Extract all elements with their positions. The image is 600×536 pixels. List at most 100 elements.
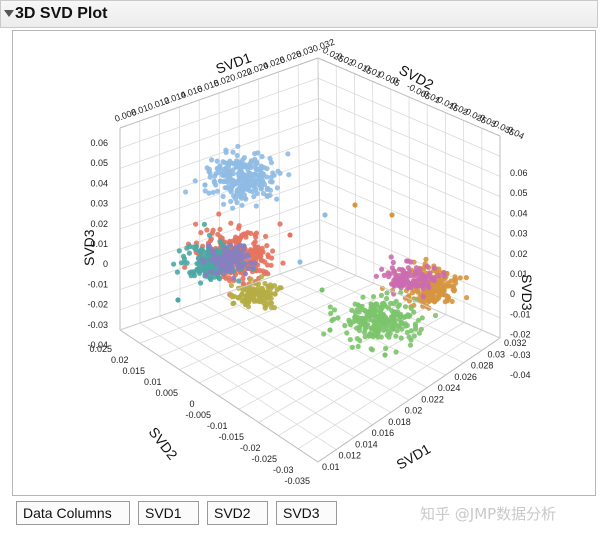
data-point-series-2 [270, 248, 276, 254]
data-point-series-8 [393, 333, 399, 339]
data-point-series-2 [182, 264, 188, 270]
collapse-triangle-icon[interactable] [4, 10, 14, 17]
data-point-series-3 [198, 280, 204, 286]
data-point-series-1 [254, 160, 260, 166]
data-point-series-3 [236, 278, 242, 284]
data-point-series-8 [373, 301, 380, 307]
svd3-right-tick-label: 0.03 [510, 229, 528, 239]
data-point-series-7 [400, 267, 406, 274]
svd1-bottom-tick-label: 0.02 [405, 406, 423, 416]
data-point-series-4 [252, 260, 258, 266]
title-bar[interactable]: 3D SVD Plot [0, 0, 598, 28]
cube-edge [317, 57, 501, 137]
data-point-series-8 [405, 312, 411, 318]
data-point-series-1 [233, 196, 239, 202]
data-point-series-2 [237, 235, 243, 241]
svd1-button[interactable]: SVD1 [138, 501, 199, 525]
data-point-series-8 [399, 326, 405, 332]
data-point-series-8 [416, 330, 422, 336]
data-point-series-3 [176, 248, 182, 254]
data-point-series-8 [384, 332, 390, 338]
data-point-series-2 [262, 259, 268, 265]
data-point-series-3 [193, 244, 199, 250]
data-point-series-5 [261, 296, 267, 302]
data-point-series-2 [216, 211, 222, 217]
data-point-series-1 [228, 160, 234, 166]
outlier-point [352, 202, 358, 208]
data-point-series-4 [239, 263, 245, 269]
svd2-button[interactable]: SVD2 [207, 501, 268, 525]
svd3-left-tick-label: -0.01 [87, 279, 108, 289]
data-point-series-8 [354, 325, 360, 331]
data-point-series-8 [411, 333, 417, 339]
cube-edge [119, 57, 319, 129]
data-point-series-7 [411, 281, 417, 287]
data-point-series-5 [250, 291, 256, 297]
data-point-series-2 [280, 260, 286, 266]
outlier-point [389, 212, 395, 218]
data-point-series-7 [420, 294, 426, 300]
data-point-series-3 [217, 238, 223, 244]
data-point-series-1 [230, 205, 236, 211]
scatter-points [171, 143, 470, 358]
right-wall-gridline [319, 199, 501, 278]
svd3-right-tick-label: -0.03 [510, 350, 531, 360]
outlier-point [175, 297, 181, 303]
data-point-series-8 [403, 323, 409, 329]
data-point-series-7 [385, 270, 391, 276]
svd1-bottom-tick-label: 0.022 [421, 394, 444, 404]
data-point-series-1 [235, 143, 241, 149]
svd1-bottom-tick-label: 0.01 [322, 462, 340, 472]
svd3-right-axis-title: SVD3 [519, 274, 535, 311]
floor-gridline [179, 308, 373, 426]
data-point-series-6 [449, 298, 455, 304]
data-point-series-2 [240, 276, 246, 282]
outlier-point [327, 327, 333, 333]
data-point-series-8 [432, 312, 439, 319]
data-point-series-2 [252, 239, 258, 245]
data-point-series-8 [384, 295, 390, 302]
data-point-series-8 [362, 307, 368, 313]
data-point-series-8 [378, 319, 384, 326]
data-point-series-7 [423, 277, 429, 283]
data-point-series-7 [417, 266, 423, 272]
svd2-left-tick-label: -0.01 [207, 421, 228, 431]
data-point-series-3 [186, 250, 192, 256]
data-point-series-3 [174, 269, 180, 275]
data-point-series-5 [271, 305, 277, 311]
left-wall-gridline [297, 64, 301, 268]
svd3-button[interactable]: SVD3 [276, 501, 337, 525]
data-point-series-1 [252, 171, 258, 177]
data-point-series-3 [171, 261, 177, 267]
data-point-series-4 [231, 275, 237, 281]
plot-frame[interactable] [12, 30, 596, 496]
data-point-series-1 [224, 170, 230, 176]
data-point-series-8 [406, 334, 412, 340]
svd3-left-tick-label: 0.05 [90, 158, 108, 168]
floor-gridline [159, 315, 355, 438]
data-point-series-1 [258, 183, 264, 189]
data-point-series-1 [274, 185, 280, 191]
data-point-series-3 [194, 266, 200, 273]
svd3-left-tick-label: 0.06 [90, 138, 108, 148]
data-point-series-2 [233, 239, 239, 245]
data-point-series-1 [212, 173, 218, 179]
data-point-series-5 [259, 274, 265, 280]
data-point-series-1 [241, 186, 247, 192]
data-point-series-7 [373, 273, 379, 279]
svd2-left-tick-label: 0.02 [111, 355, 129, 365]
data-point-series-1 [207, 170, 213, 176]
data-point-series-8 [377, 308, 383, 314]
floor-gridline [297, 329, 483, 450]
svd3-right-tick-label: 0.01 [510, 269, 528, 279]
data-point-series-5 [244, 291, 251, 297]
svd1-bottom-tick-label: 0.018 [388, 417, 411, 427]
data-point-series-8 [396, 313, 402, 319]
data-columns-button[interactable]: Data Columns [16, 501, 130, 525]
data-point-series-4 [234, 261, 240, 267]
data-point-series-8 [383, 345, 389, 351]
data-point-series-8 [357, 303, 363, 310]
data-point-series-7 [405, 258, 411, 264]
data-point-series-1 [215, 188, 221, 194]
